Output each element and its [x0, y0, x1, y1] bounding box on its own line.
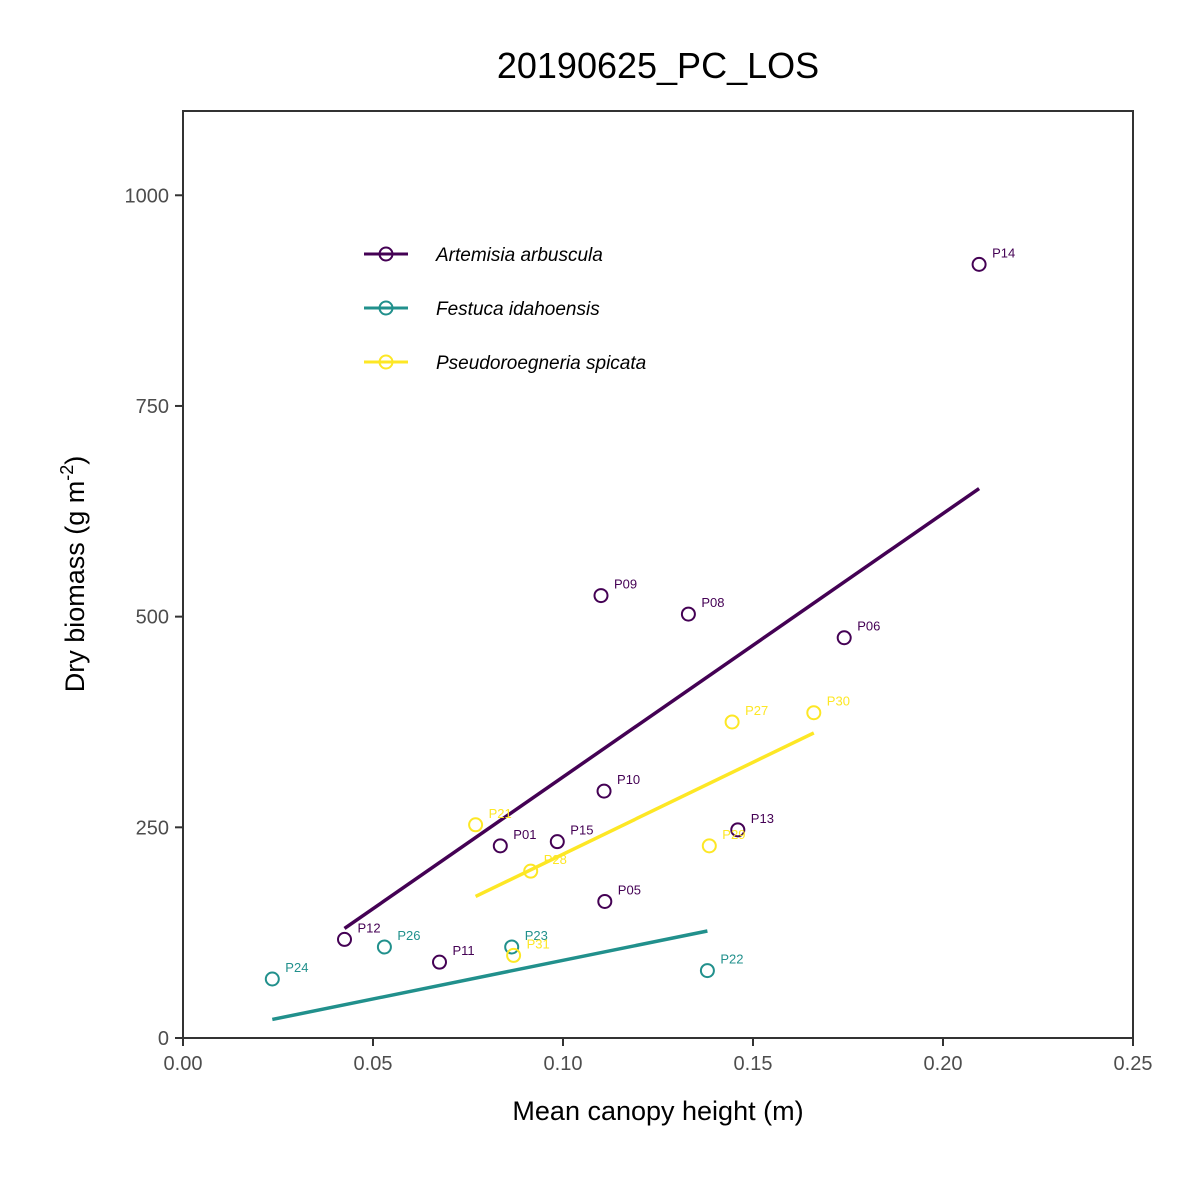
data-point	[724, 714, 740, 730]
data-point	[337, 931, 352, 947]
point-label: P11	[453, 943, 475, 958]
point-label: P06	[857, 619, 880, 634]
plot-panel-border	[182, 110, 1134, 1039]
data-point	[264, 971, 280, 987]
y-tick-label: 750	[136, 396, 169, 418]
point-label: P28	[544, 852, 567, 867]
data-point	[504, 939, 520, 955]
point-label: P21	[489, 806, 512, 821]
legend-item: Artemisia arbuscula	[364, 245, 603, 266]
legend-key-marker	[378, 300, 394, 316]
data-point	[596, 783, 612, 799]
point-label: P14	[992, 245, 1015, 260]
legend: Artemisia arbuscula Festuca idahoensis P…	[364, 245, 646, 374]
data-point	[730, 822, 746, 838]
data-point	[432, 954, 447, 970]
data-point	[836, 630, 852, 646]
legend-key-marker	[378, 246, 394, 262]
data-point	[376, 939, 392, 955]
point-label: P01	[513, 827, 536, 842]
point-label: P29	[722, 827, 745, 842]
point-label: P15	[570, 823, 593, 838]
point-label: P09	[614, 577, 637, 592]
x-tick-label: 0.15	[734, 1053, 773, 1075]
y-tick-label: 0	[158, 1028, 169, 1050]
data-point	[701, 838, 717, 854]
point-label: P05	[618, 882, 641, 897]
legend-key-marker	[378, 354, 394, 370]
x-axis-title: Mean canopy height (m)	[512, 1096, 803, 1126]
data-point	[680, 606, 696, 622]
y-tick-label: 1000	[125, 185, 170, 207]
data-point	[597, 893, 613, 909]
y-tick-label: 250	[136, 817, 169, 839]
chart-title: 20190625_PC_LOS	[497, 45, 819, 86]
point-label: P31	[527, 936, 550, 951]
point-label: P12	[358, 920, 381, 935]
data-point	[523, 863, 539, 879]
y-axis-title-superscript: -2	[57, 465, 77, 481]
point-label: P27	[745, 703, 768, 718]
legend-item: Pseudoroegneria spicata	[364, 353, 646, 374]
point-label: P10	[617, 772, 640, 787]
point-label: P26	[397, 928, 420, 943]
y-axis: 0 250 500 750 1000	[125, 185, 183, 1050]
y-axis-title-suffix: )	[60, 456, 90, 465]
data-point	[549, 834, 565, 850]
x-tick-label: 0.05	[354, 1053, 393, 1075]
y-axis-title-main: Dry biomass (g m	[60, 481, 90, 693]
data-point	[468, 817, 484, 833]
data-point	[971, 256, 987, 272]
point-label: P24	[285, 960, 308, 975]
data-point	[506, 947, 522, 963]
data-point	[699, 963, 715, 979]
point-label: P30	[827, 694, 850, 709]
x-tick-label: 0.00	[164, 1053, 203, 1075]
legend-label: Artemisia arbuscula	[435, 245, 603, 266]
x-axis: 0.00 0.05 0.10 0.15 0.20 0.25	[164, 1038, 1153, 1075]
point-label: P13	[751, 811, 774, 826]
data-point	[593, 588, 609, 604]
x-tick-label: 0.20	[924, 1053, 963, 1075]
regression-line	[271, 929, 708, 1022]
legend-item: Festuca idahoensis	[364, 299, 600, 320]
point-label: P08	[701, 595, 724, 610]
y-tick-label: 500	[136, 607, 169, 629]
regression-lines	[271, 487, 981, 1022]
data-point	[806, 705, 822, 721]
legend-label: Festuca idahoensis	[436, 299, 600, 320]
regression-line	[474, 731, 815, 898]
data-points	[264, 256, 987, 987]
y-axis-title: Dry biomass (g m-2)	[57, 456, 90, 693]
point-label: P23	[525, 928, 548, 943]
point-label: P22	[720, 952, 743, 967]
regression-line	[343, 487, 981, 930]
x-tick-label: 0.10	[544, 1053, 583, 1075]
data-point	[492, 838, 508, 854]
x-tick-label: 0.25	[1114, 1053, 1153, 1075]
legend-label: Pseudoroegneria spicata	[436, 353, 646, 374]
